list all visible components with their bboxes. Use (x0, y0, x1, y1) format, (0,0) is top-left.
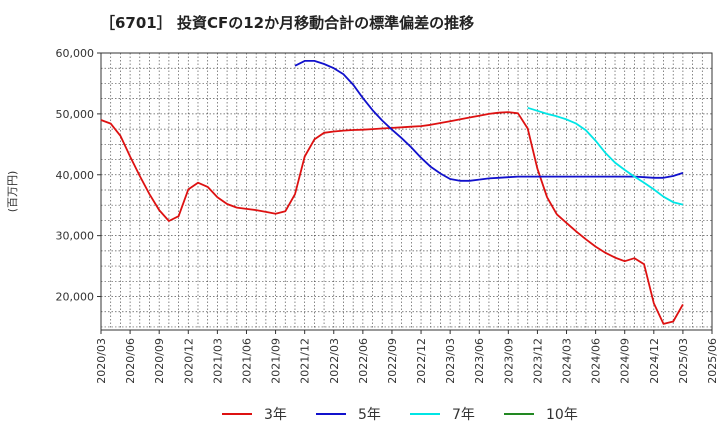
y-tick-label: 50,000 (56, 108, 95, 121)
x-tick-label: 2023/12 (531, 338, 544, 384)
x-tick-label: 2023/09 (502, 338, 515, 384)
y-tick-label: 40,000 (56, 169, 95, 182)
y-axis-label: (百万円) (6, 171, 19, 213)
series-line (100, 111, 684, 325)
legend-label: 3年 (264, 407, 287, 423)
x-tick-label: 2020/12 (182, 338, 195, 384)
x-tick-label: 2024/06 (590, 338, 603, 384)
y-tick-label: 30,000 (56, 230, 95, 243)
x-tick-label: 2022/06 (357, 338, 370, 384)
y-tick-label: 60,000 (56, 47, 95, 60)
x-tick-label: 2022/09 (386, 338, 399, 384)
x-tick-label: 2021/06 (240, 338, 253, 384)
series-line (294, 60, 684, 182)
chart-title: ［6701］ 投資CFの12か月移動合計の標準偏差の推移 (100, 14, 475, 32)
legend-label: 10年 (546, 407, 578, 423)
x-tick-label: 2022/03 (328, 338, 341, 384)
x-tick-label: 2025/03 (677, 338, 690, 384)
x-tick-label: 2022/12 (415, 338, 428, 384)
x-tick-label: 2024/09 (619, 338, 632, 384)
x-tick-label: 2021/12 (299, 338, 312, 384)
x-tick-label: 2024/12 (648, 338, 661, 384)
x-tick-label: 2020/09 (153, 338, 166, 384)
legend-label: 7年 (452, 407, 475, 423)
series-line (527, 106, 684, 206)
y-tick-label: 20,000 (56, 291, 95, 304)
x-tick-label: 2023/06 (473, 338, 486, 384)
x-tick-label: 2020/03 (95, 338, 108, 384)
plot-frame (100, 52, 713, 331)
x-tick-label: 2021/03 (211, 338, 224, 384)
x-tick-label: 2025/06 (706, 338, 719, 384)
x-tick-label: 2021/09 (270, 338, 283, 384)
x-tick-label: 2020/06 (124, 338, 137, 384)
legend-label: 5年 (358, 407, 381, 423)
x-tick-label: 2023/03 (444, 338, 457, 384)
plot-area (101, 53, 712, 330)
x-tick-label: 2024/03 (561, 338, 574, 384)
